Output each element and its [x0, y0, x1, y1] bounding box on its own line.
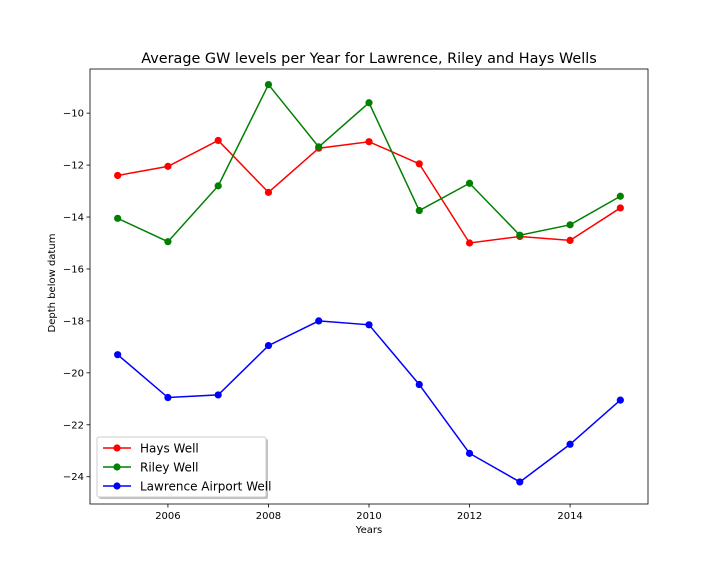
data-point-riley-well — [114, 214, 122, 222]
y-axis: −24 −22 −20 −18 −16 −14 −12 −10 — [63, 109, 90, 483]
data-point-lawrence-airport-well — [516, 478, 524, 486]
data-point-hays-well — [566, 236, 574, 245]
data-point-lawrence-airport-well — [616, 396, 624, 404]
x-tick-label: 2012 — [457, 511, 482, 522]
y-tick-label: −24 — [63, 472, 84, 483]
y-tick-label: −10 — [63, 109, 84, 120]
data-point-lawrence-airport-well — [566, 440, 574, 448]
series-layer — [114, 80, 624, 486]
data-point-lawrence-airport-well — [365, 321, 373, 329]
data-point-riley-well — [214, 182, 222, 190]
y-tick-label: −14 — [63, 213, 84, 224]
data-point-lawrence-airport-well — [214, 391, 222, 399]
data-point-riley-well — [616, 192, 624, 200]
x-axis-label: Years — [355, 525, 382, 536]
legend-swatch-marker — [113, 463, 121, 471]
legend-label: Hays Well — [140, 442, 199, 456]
series-riley-well — [114, 80, 624, 246]
data-point-hays-well — [114, 171, 122, 180]
x-tick-label: 2006 — [155, 511, 180, 522]
legend-item-riley-well: Riley Well — [103, 461, 199, 475]
data-point-riley-well — [365, 99, 373, 107]
y-tick-label: −20 — [63, 368, 84, 379]
chart-title: Average GW levels per Year for Lawrence,… — [141, 51, 596, 67]
data-point-hays-well — [264, 188, 273, 196]
data-point-lawrence-airport-well — [315, 317, 323, 325]
y-axis-label: Depth below datum — [47, 234, 58, 333]
data-point-riley-well — [264, 80, 273, 89]
legend-item-lawrence-airport-well: Lawrence Airport Well — [103, 480, 271, 494]
data-point-lawrence-airport-well — [114, 351, 122, 359]
data-point-hays-well — [465, 239, 474, 247]
legend: Hays Well Riley Well Lawrence Airport Well — [96, 436, 271, 499]
data-point-riley-well — [315, 143, 323, 151]
x-tick-label: 2008 — [256, 511, 281, 522]
x-tick-label: 2014 — [557, 511, 582, 522]
data-point-riley-well — [516, 231, 524, 239]
y-tick-label: −22 — [63, 420, 84, 431]
data-point-hays-well — [365, 138, 373, 146]
data-point-riley-well — [465, 179, 474, 187]
data-point-hays-well — [164, 162, 172, 170]
series-lawrence-airport-well — [114, 317, 624, 486]
data-point-riley-well — [164, 238, 172, 246]
legend-box — [96, 436, 267, 498]
data-point-lawrence-airport-well — [164, 393, 172, 402]
x-axis: 2006 2008 2010 2012 2014 — [155, 504, 583, 522]
data-point-hays-well — [415, 160, 423, 168]
y-tick-label: −16 — [63, 264, 84, 275]
legend-swatch-marker — [113, 482, 121, 490]
data-point-lawrence-airport-well — [415, 380, 423, 389]
y-tick-label: −12 — [63, 161, 84, 172]
data-point-riley-well — [566, 221, 574, 229]
data-point-hays-well — [616, 204, 624, 212]
legend-swatch-marker — [113, 444, 121, 452]
data-point-lawrence-airport-well — [264, 341, 273, 350]
data-point-hays-well — [214, 136, 222, 145]
legend-item-hays-well: Hays Well — [103, 442, 199, 456]
x-tick-label: 2010 — [356, 511, 381, 522]
legend-label: Riley Well — [140, 461, 199, 475]
data-point-riley-well — [415, 206, 423, 215]
y-tick-label: −18 — [63, 316, 84, 327]
legend-label: Lawrence Airport Well — [140, 480, 271, 494]
data-point-lawrence-airport-well — [465, 449, 474, 457]
